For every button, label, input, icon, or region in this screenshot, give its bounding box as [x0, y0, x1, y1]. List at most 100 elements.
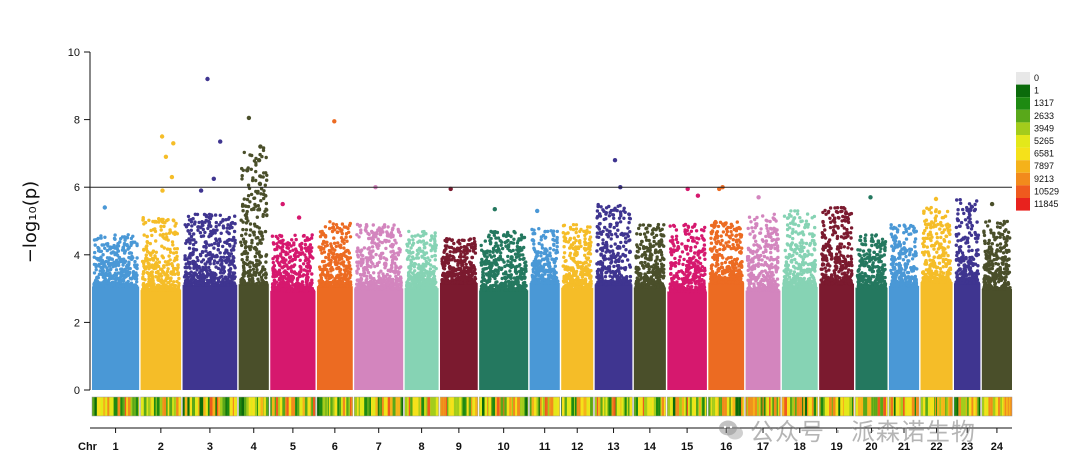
snp-point — [397, 246, 401, 251]
snp-point — [125, 243, 129, 247]
snp-point — [503, 264, 507, 269]
snp-point — [425, 286, 429, 290]
snp-point — [616, 251, 620, 256]
snp-point — [205, 278, 210, 283]
snp-point — [286, 243, 290, 247]
snp-point — [543, 262, 547, 267]
snp-point — [211, 279, 215, 283]
snp-point — [339, 272, 343, 276]
snp-point — [242, 260, 246, 265]
snp-point — [197, 264, 201, 269]
snp-point — [628, 274, 633, 279]
snp-point — [356, 267, 360, 271]
snp-point — [299, 247, 304, 252]
snp-point — [433, 253, 437, 258]
chr-1-points — [92, 205, 140, 390]
snp-point — [334, 223, 339, 227]
snp-point — [410, 255, 415, 259]
snp-point — [135, 256, 139, 260]
snp-point — [587, 263, 591, 267]
snp-point — [555, 245, 559, 249]
snp-point — [393, 238, 397, 242]
snp-point — [293, 253, 297, 257]
snp-point — [258, 238, 262, 242]
snp-point — [126, 263, 131, 268]
snp-point — [108, 256, 112, 260]
snp-point — [323, 225, 328, 229]
snp-point — [622, 216, 626, 220]
snp-point — [615, 258, 619, 263]
snp-point — [142, 233, 146, 237]
top-hit-point — [492, 207, 497, 212]
snp-point — [330, 284, 334, 288]
snp-point — [547, 263, 551, 267]
snp-point — [382, 283, 386, 287]
snp-point — [612, 216, 616, 220]
snp-point — [376, 237, 380, 241]
snp-point — [260, 231, 264, 235]
snp-point — [606, 235, 610, 239]
snp-point — [342, 268, 347, 272]
snp-point — [578, 229, 582, 234]
snp-point — [584, 282, 588, 287]
snp-point — [197, 276, 201, 280]
snp-point — [244, 228, 249, 232]
snp-point — [212, 283, 217, 287]
snp-point — [450, 269, 454, 273]
snp-point — [465, 247, 469, 251]
snp-point — [396, 286, 401, 291]
snp-point — [142, 247, 146, 252]
snp-point — [599, 282, 603, 286]
snp-point — [170, 262, 174, 266]
snp-point — [468, 249, 472, 253]
snp-point — [372, 241, 377, 245]
snp-point — [260, 269, 264, 273]
top-hit-point — [211, 176, 216, 181]
top-hit-point — [171, 141, 176, 146]
snp-point — [255, 191, 260, 195]
snp-point — [203, 230, 207, 235]
snp-point — [581, 272, 586, 277]
snp-point — [613, 242, 617, 246]
snp-point — [344, 235, 348, 239]
snp-point — [250, 241, 254, 245]
snp-point — [321, 283, 325, 287]
snp-point — [415, 277, 419, 281]
snp-point — [189, 228, 193, 232]
snp-point — [306, 247, 310, 251]
snp-point — [396, 253, 401, 257]
snp-point — [372, 271, 376, 275]
snp-point — [219, 280, 223, 285]
snp-point — [148, 241, 152, 246]
snp-point — [522, 272, 526, 276]
snp-point — [109, 251, 114, 255]
snp-point — [104, 284, 109, 289]
snp-point — [198, 231, 203, 235]
snp-point — [464, 262, 468, 266]
top-hit-point — [169, 174, 175, 180]
snp-point — [279, 284, 283, 288]
snp-point — [371, 255, 375, 259]
snp-point — [249, 192, 254, 197]
snp-point — [104, 259, 109, 264]
snp-point — [548, 254, 552, 258]
snp-point — [175, 254, 179, 259]
snp-point — [306, 285, 310, 289]
snp-point — [367, 236, 371, 241]
snp-point — [414, 256, 419, 260]
snp-point — [322, 259, 326, 264]
snp-point — [245, 197, 250, 202]
snp-point — [429, 248, 433, 253]
snp-point — [573, 252, 577, 256]
snp-point — [564, 283, 568, 287]
snp-point — [411, 241, 416, 245]
snp-point — [164, 232, 168, 236]
snp-point — [286, 289, 290, 293]
snp-point — [204, 240, 208, 244]
snp-point — [618, 220, 623, 224]
snp-point — [362, 273, 366, 278]
snp-point — [275, 242, 279, 246]
snp-point — [604, 211, 608, 215]
snp-point — [609, 244, 613, 248]
chr-5-points — [270, 201, 316, 390]
